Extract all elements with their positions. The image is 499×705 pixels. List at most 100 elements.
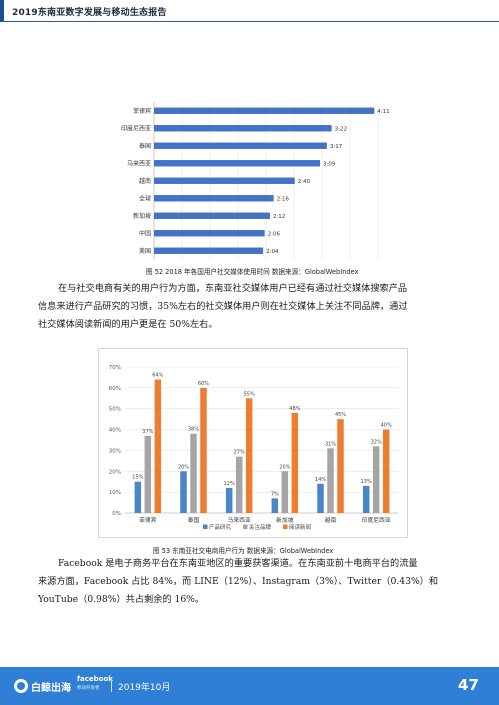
bar-value-label: 14% [315, 477, 326, 483]
bar-value-label: 31% [325, 441, 336, 447]
bar-value-label: 2:04 [266, 249, 279, 255]
bar-value-label: 3:09 [323, 161, 336, 167]
legend-swatch [203, 525, 208, 530]
bar-value-label: 3:22 [335, 126, 347, 132]
bar-产品研究 [317, 484, 324, 513]
bar-value-label: 27% [234, 450, 245, 456]
bar-产品研究 [363, 486, 370, 513]
bar-value-label: 2:16 [277, 196, 290, 202]
header-rule [0, 21, 499, 22]
x-tick-label: 印度尼西亚 [362, 516, 391, 524]
bar-阅读新闻 [337, 419, 344, 513]
bar-产品研究 [180, 471, 187, 513]
category-label: 泰国 [139, 142, 151, 150]
bar-value-label: 48% [289, 406, 300, 412]
y-tick-label: 40% [109, 428, 121, 434]
bar [154, 213, 270, 219]
figure52-chart: 菲律宾 4:11 印度尼西亚 3:22 泰国 3:17 马来西亚 3:09 越南 2:40 全球 2:… [104, 96, 390, 261]
bar-阅读新闻 [292, 413, 299, 513]
paragraph-2-line-1: Facebook 是电子商务平台在东南亚地区的重要获客渠道。在东南亚前十电商平台… [38, 555, 464, 573]
bar [154, 178, 295, 184]
footer-partner: facebook [77, 675, 113, 683]
whale-logo-icon [14, 679, 28, 693]
bar [154, 248, 263, 254]
bar-value-label: 7% [271, 491, 279, 497]
paragraph-1-line-2: 信息来进行产品研究的习惯，35%左右的社交媒体用户则在社交媒体上关注不同品牌，通… [38, 298, 464, 316]
footer-separator [111, 680, 112, 692]
legend-label: 阅读新闻 [289, 523, 311, 531]
legend-swatch [243, 525, 248, 530]
category-label: 美国 [139, 247, 151, 255]
bar-value-label: 20% [178, 464, 189, 470]
bar-关注品牌 [373, 446, 380, 513]
paragraph-2: Facebook 是电子商务平台在东南亚地区的重要获客渠道。在东南亚前十电商平台… [38, 555, 464, 609]
header-accent-bar [0, 0, 4, 22]
figure52-caption: 图 52 2018 年各国用户社交媒体使用时间 数据来源：GlobalWebIn… [146, 266, 358, 276]
legend-swatch [283, 525, 288, 530]
page-number: 47 [458, 676, 479, 694]
paragraph-1: 在与社交电商有关的用户行为方面，东南亚社交媒体用户已经有通过社交媒体搜索产品 信… [38, 280, 464, 334]
footer-brand: 白鲸出海 [31, 679, 71, 694]
bar-阅读新闻 [155, 380, 162, 513]
y-tick-label: 60% [109, 386, 121, 392]
bar-阅读新闻 [200, 388, 207, 513]
bar-value-label: 32% [371, 439, 382, 445]
legend-label: 关注品牌 [249, 523, 272, 531]
y-tick-label: 20% [109, 469, 121, 475]
y-tick-label: 0% [112, 511, 121, 517]
x-tick-label: 新加坡 [276, 516, 294, 524]
bar-关注品牌 [145, 436, 152, 513]
paragraph-1-line-3: 社交媒体阅读新闻的用户更是在 50%左右。 [38, 316, 464, 334]
bar [154, 125, 332, 131]
page-header: 2019东南亚数字发展与移动生态报告 [0, 0, 499, 22]
category-label: 菲律宾 [133, 107, 151, 115]
category-label: 越南 [139, 177, 151, 185]
bar [154, 143, 327, 149]
page-footer: 白鲸出海 facebook 移动开发者 2019年10月 47 [0, 667, 499, 705]
bar [154, 195, 274, 201]
x-tick-label: 泰国 [188, 516, 200, 524]
legend-label: 产品研究 [209, 523, 232, 531]
category-label: 新加坡 [133, 212, 151, 220]
bar-关注品牌 [327, 448, 334, 513]
category-label: 中国 [139, 230, 151, 238]
bar-阅读新闻 [383, 430, 390, 513]
y-tick-label: 70% [109, 365, 121, 371]
bar-value-label: 45% [335, 412, 346, 418]
figure53-svg: 0% 10% 20% 30% 40% 50% 60% 70% 15% 37% 64% 菲律宾 20% 38… [99, 349, 407, 537]
y-tick-label: 10% [109, 490, 121, 496]
bar-value-label: 3:17 [330, 144, 343, 150]
bar-value-label: 2:40 [298, 179, 311, 185]
bar-产品研究 [226, 488, 233, 513]
bar [154, 230, 265, 236]
y-tick-label: 50% [109, 407, 121, 413]
bar [154, 160, 320, 166]
bar-value-label: 40% [381, 423, 392, 429]
bar-value-label: 60% [198, 381, 209, 387]
x-tick-label: 马来西亚 [228, 516, 251, 524]
bar-value-label: 2:06 [268, 231, 281, 237]
figure53-caption: 图 53 东南亚社交电商用户行为 数据来源：GlobalWebIndex [153, 545, 333, 555]
bar-value-label: 37% [142, 429, 153, 435]
paragraph-2-line-3: YouTube（0.98%）共占剩余的 16%。 [38, 591, 464, 609]
bar-value-label: 12% [224, 481, 235, 487]
bar-value-label: 64% [152, 373, 163, 379]
bar-value-label: 20% [279, 464, 290, 470]
paragraph-1-line-1: 在与社交电商有关的用户行为方面，东南亚社交媒体用户已经有通过社交媒体搜索产品 [38, 280, 464, 298]
bar-value-label: 4:11 [377, 109, 389, 115]
category-label: 印度尼西亚 [121, 125, 151, 133]
y-tick-label: 30% [109, 448, 121, 454]
x-tick-label: 菲律宾 [139, 516, 157, 524]
x-tick-label: 越南 [325, 516, 337, 524]
category-label: 马来西亚 [127, 160, 151, 168]
bar-value-label: 38% [188, 427, 199, 433]
bar-关注品牌 [282, 471, 289, 513]
bar [154, 108, 374, 114]
footer-date: 2019年10月 [118, 680, 170, 693]
bar-value-label: 2:12 [273, 214, 285, 220]
paragraph-2-line-2: 来源方面，Facebook 占比 84%，而 LINE（12%）、Instagr… [38, 573, 464, 591]
bar-关注品牌 [190, 434, 197, 513]
bar-产品研究 [135, 482, 142, 513]
figure53-chart: 0% 10% 20% 30% 40% 50% 60% 70% 15% 37% 64% 菲律宾 20% 38… [98, 348, 408, 538]
figure52-svg: 菲律宾 4:11 印度尼西亚 3:22 泰国 3:17 马来西亚 3:09 越南 2:40 全球 2:… [104, 96, 390, 261]
